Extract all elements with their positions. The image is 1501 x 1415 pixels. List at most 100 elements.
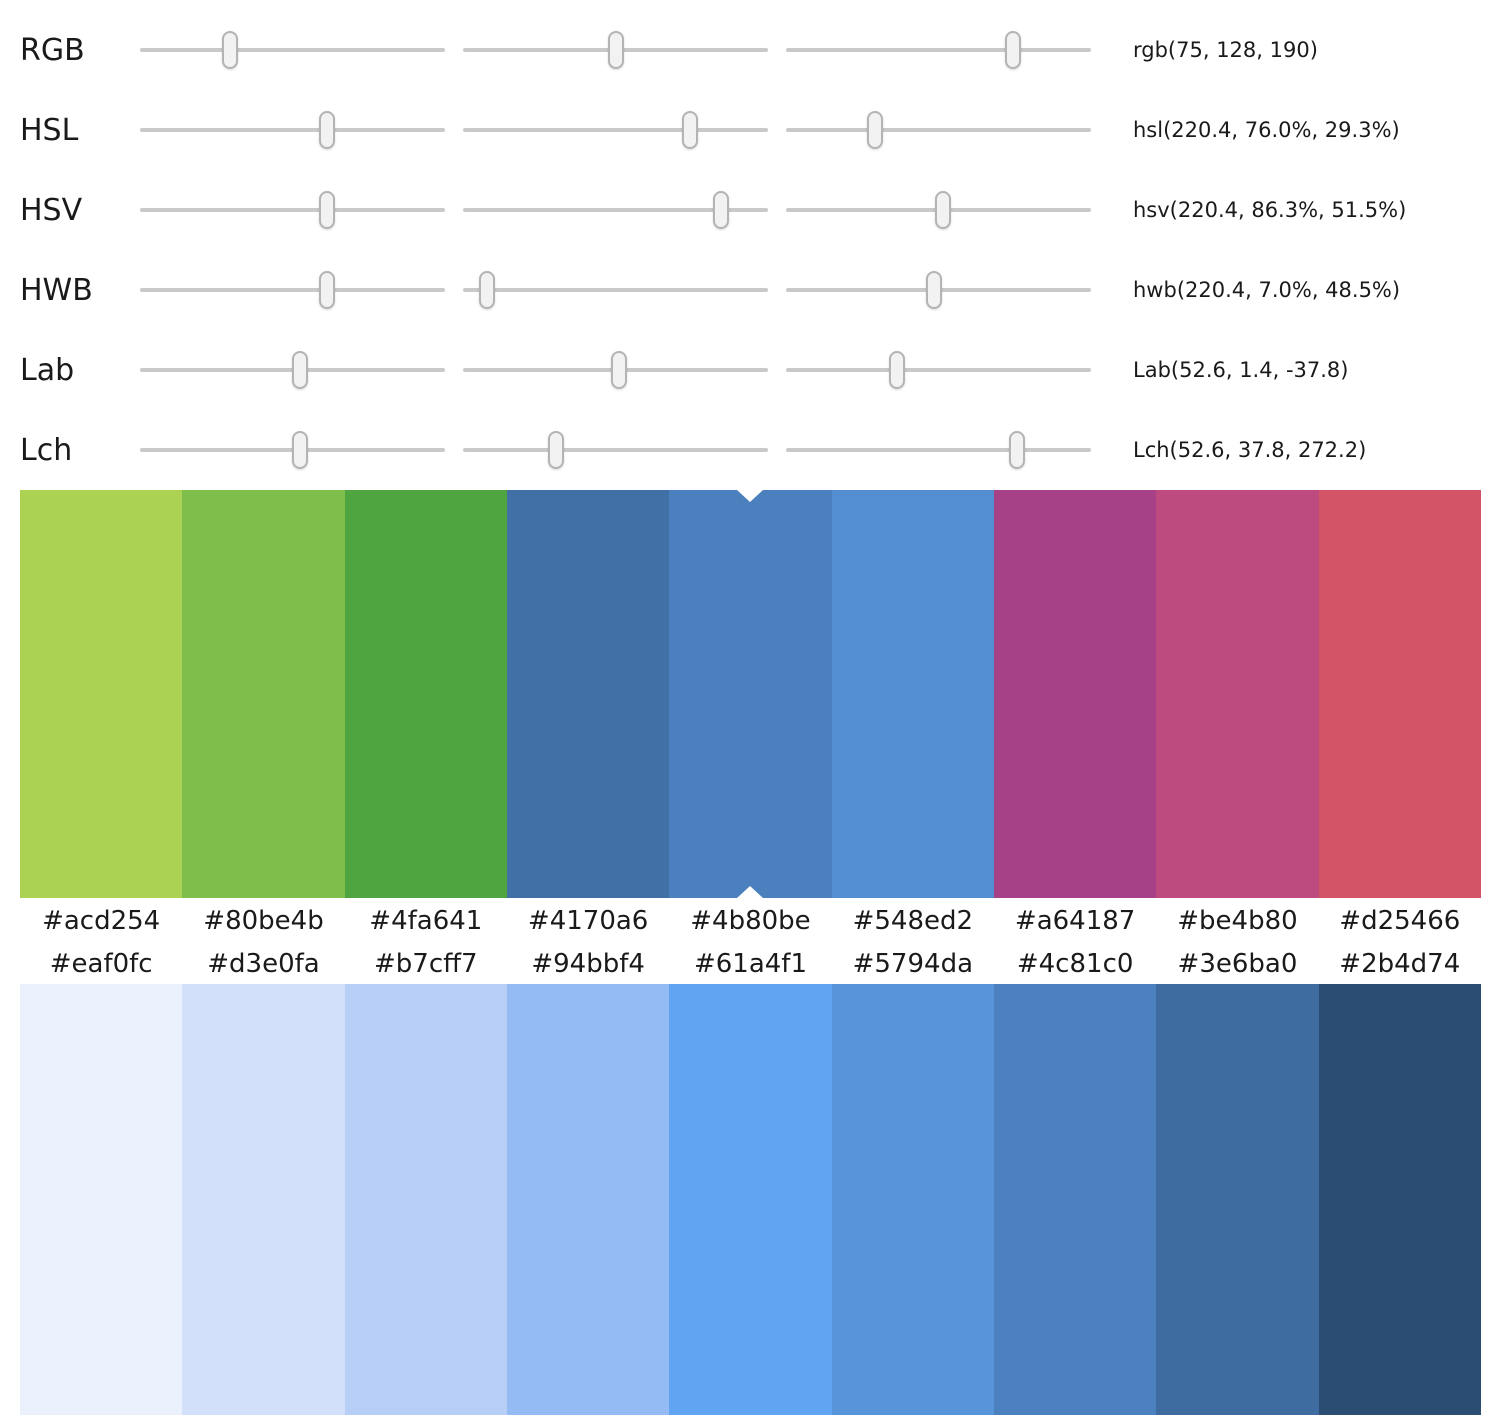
rgb-r-slider[interactable] [140,28,445,72]
swatch-hex-label: #4fa641 [369,906,483,936]
scale-swatch[interactable] [669,984,832,1415]
swatch-hex-label: #acd254 [42,906,161,936]
slider-row-hsv: HSV hsv(220.4, 86.3%, 51.5%) [20,170,1501,250]
color-value-text: hsv(220.4, 86.3%, 51.5%) [1133,198,1407,222]
slider-track[interactable] [140,48,445,52]
slider-thumb[interactable] [610,351,627,389]
lch-h-slider[interactable] [786,428,1091,472]
slider-thumb[interactable] [608,31,625,69]
slider-thumb[interactable] [935,191,952,229]
slider-row-label: HSV [20,192,83,228]
scale-palette-hex-labels: #eaf0fc #d3e0fa #b7cff7 #94bbf4 #61a4f1 … [20,944,1481,984]
slider-row-hwb: HWB hwb(220.4, 7.0%, 48.5%) [20,250,1501,330]
lch-c-slider[interactable] [463,428,768,472]
slider-panel: RGB rgb(75, 128, 190) HSL hsl(220.4, [0,0,1501,490]
slider-thumb[interactable] [1005,31,1022,69]
slider-thumb[interactable] [292,351,309,389]
hsv-h-slider[interactable] [140,188,445,232]
slider-thumb[interactable] [318,271,335,309]
swatch-hex-label: #4170a6 [527,906,649,936]
palette-swatch[interactable] [344,490,507,898]
scale-swatch[interactable] [993,984,1157,1415]
scale-swatch[interactable] [344,984,507,1415]
slider-track[interactable] [786,48,1091,52]
slider-thumb[interactable] [682,111,699,149]
palette-swatch[interactable] [1318,490,1481,898]
swatch-hex-label: #4c81c0 [1016,949,1134,979]
slider-row-label: HSL [20,112,79,148]
hue-palette-hex-labels: #acd254 #80be4b #4fa641 #4170a6 #4b80be … [20,898,1481,944]
slider-track[interactable] [140,208,445,212]
swatch-hex-label: #d25466 [1339,906,1461,936]
slider-thumb[interactable] [221,31,238,69]
scale-swatch[interactable] [20,984,183,1415]
swatch-hex-label: #548ed2 [852,906,974,936]
slider-track[interactable] [140,128,445,132]
slider-thumb[interactable] [292,431,309,469]
color-value-text: Lch(52.6, 37.8, 272.2) [1133,438,1367,462]
slider-track[interactable] [463,448,768,452]
slider-row-label: Lab [20,352,75,388]
slider-thumb[interactable] [867,111,884,149]
slider-track[interactable] [786,128,1091,132]
palette-swatch[interactable] [20,490,183,898]
hue-palette [20,490,1481,898]
scale-swatch[interactable] [506,984,670,1415]
scale-palette [20,984,1481,1415]
slider-thumb[interactable] [318,191,335,229]
slider-track[interactable] [786,448,1091,452]
hsl-l-slider[interactable] [786,108,1091,152]
slider-row-label: Lch [20,432,73,468]
palette-swatch[interactable] [506,490,670,898]
palette-swatch[interactable] [831,490,994,898]
hwb-h-slider[interactable] [140,268,445,312]
slider-track[interactable] [140,288,445,292]
swatch-hex-label: #2b4d74 [1339,949,1461,979]
swatch-hex-label: #4b80be [690,906,811,936]
palette-swatch[interactable] [182,490,345,898]
color-value-text: hwb(220.4, 7.0%, 48.5%) [1133,278,1401,302]
hsv-v-slider[interactable] [786,188,1091,232]
slider-row-lch: Lch Lch(52.6, 37.8, 272.2) [20,410,1501,490]
slider-thumb[interactable] [479,271,496,309]
hsl-h-slider[interactable] [140,108,445,152]
scale-swatch[interactable] [831,984,994,1415]
slider-thumb[interactable] [925,271,942,309]
lab-l-slider[interactable] [140,348,445,392]
color-value-text: Lab(52.6, 1.4, -37.8) [1133,358,1349,382]
swatch-hex-label: #94bbf4 [531,949,645,979]
slider-row-hsl: HSL hsl(220.4, 76.0%, 29.3%) [20,90,1501,170]
swatch-hex-label: #be4b80 [1177,906,1298,936]
lab-b-slider[interactable] [786,348,1091,392]
hsv-s-slider[interactable] [463,188,768,232]
scale-swatch[interactable] [1318,984,1481,1415]
palette-swatch[interactable] [1156,490,1319,898]
slider-thumb[interactable] [548,431,565,469]
rgb-b-slider[interactable] [786,28,1091,72]
swatch-hex-label: #b7cff7 [374,949,478,979]
slider-thumb[interactable] [318,111,335,149]
slider-track[interactable] [463,208,768,212]
slider-thumb[interactable] [889,351,906,389]
slider-track[interactable] [786,368,1091,372]
swatch-hex-label: #61a4f1 [693,949,807,979]
lch-l-slider[interactable] [140,428,445,472]
scale-swatch[interactable] [182,984,345,1415]
rgb-g-slider[interactable] [463,28,768,72]
selected-swatch-marker-bottom [737,886,764,898]
palette-swatch-selected[interactable] [669,490,832,898]
slider-track[interactable] [463,128,768,132]
hsl-s-slider[interactable] [463,108,768,152]
lab-a-slider[interactable] [463,348,768,392]
scale-swatch[interactable] [1156,984,1319,1415]
swatch-hex-label: #80be4b [203,906,324,936]
slider-thumb[interactable] [712,191,729,229]
slider-row-rgb: RGB rgb(75, 128, 190) [20,10,1501,90]
palette-swatch[interactable] [993,490,1157,898]
hwb-b-slider[interactable] [786,268,1091,312]
slider-track[interactable] [463,288,768,292]
slider-thumb[interactable] [1008,431,1025,469]
selected-swatch-marker-top [737,490,764,502]
slider-row-label: HWB [20,272,93,308]
hwb-w-slider[interactable] [463,268,768,312]
